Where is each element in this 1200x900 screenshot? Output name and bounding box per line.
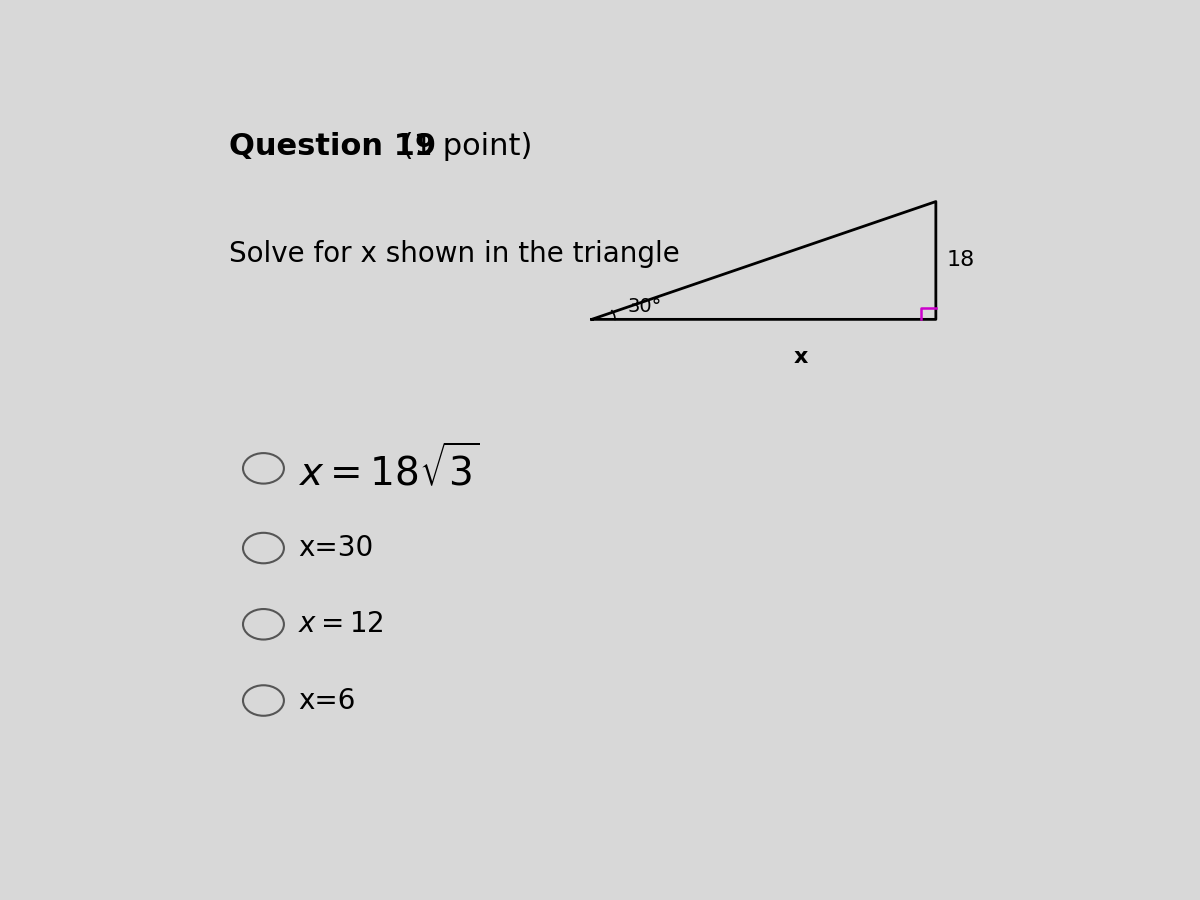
Text: x=6: x=6 (298, 687, 355, 715)
Text: 30°: 30° (628, 297, 661, 316)
Text: x=30: x=30 (298, 534, 373, 562)
Text: 18: 18 (947, 250, 976, 271)
Text: x: x (794, 347, 808, 367)
Text: $x = 12$: $x = 12$ (298, 610, 384, 638)
Text: (1 point): (1 point) (391, 132, 532, 161)
Text: $x = 18\sqrt{3}$: $x = 18\sqrt{3}$ (298, 444, 480, 493)
Text: Question 19: Question 19 (229, 132, 437, 161)
Text: Solve for x shown in the triangle: Solve for x shown in the triangle (229, 239, 679, 267)
